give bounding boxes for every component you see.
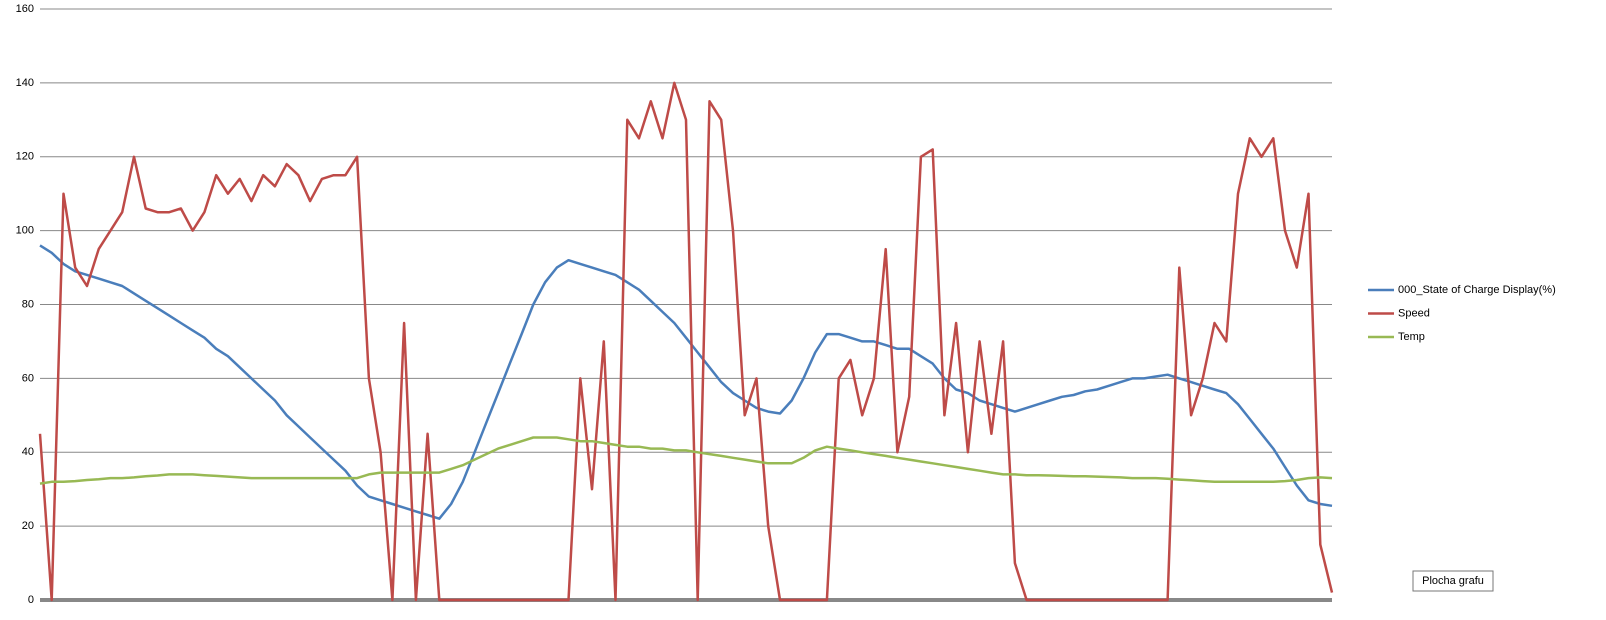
series-line xyxy=(39,244,1333,520)
y-tick-label: 140 xyxy=(16,77,34,89)
tooltip: Plocha grafu xyxy=(1412,570,1494,592)
y-tick-label: 60 xyxy=(22,372,34,384)
y-tick-label: 20 xyxy=(22,520,34,532)
y-tick-label: 80 xyxy=(22,298,34,310)
y-tick-label: 160 xyxy=(16,3,34,15)
series-line xyxy=(39,436,1333,485)
plot: 0 20 40 60 80 100 120 140 160 000_State of Charge… xyxy=(16,3,1556,606)
series-line xyxy=(38,81,1334,602)
legend-label: Speed xyxy=(1398,307,1430,319)
tooltip-box xyxy=(1412,570,1494,592)
y-tick-label: 0 xyxy=(28,594,34,606)
y-tick-label: 100 xyxy=(16,225,34,237)
legend-label: Temp xyxy=(1398,331,1425,343)
tooltip-text: Plocha grafu xyxy=(1422,575,1484,587)
y-tick-label: 40 xyxy=(22,446,34,458)
legend-label: 000_State of Charge Display(%) xyxy=(1398,284,1556,296)
y-tick-label: 120 xyxy=(16,151,34,163)
